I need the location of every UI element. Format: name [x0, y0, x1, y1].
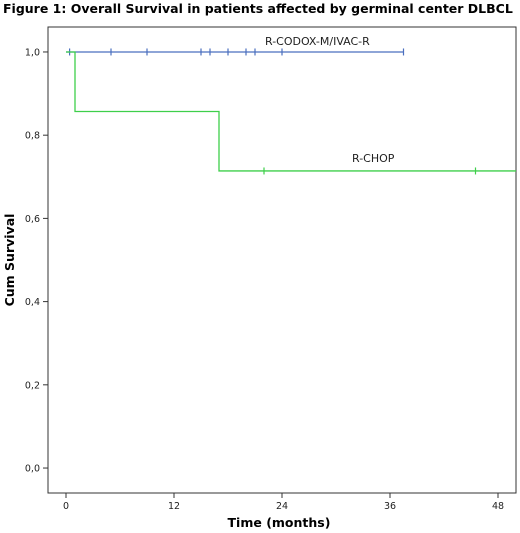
- x-tick-label: 48: [492, 501, 504, 512]
- series-layer: [66, 48, 516, 175]
- figure-title: Figure 1: Overall Survival in patients a…: [3, 1, 513, 16]
- y-tick-label: 0,8: [25, 131, 40, 142]
- y-tick-label: 0,6: [25, 214, 40, 225]
- x-tick-label: 24: [276, 501, 288, 512]
- series-label-r-chop: R-CHOP: [352, 152, 395, 165]
- x-tick-label: 12: [168, 501, 180, 512]
- y-tick-label: 1,0: [25, 47, 40, 58]
- y-axis-title: Cum Survival: [2, 214, 17, 307]
- series-line-1: [66, 51, 516, 172]
- x-axis: 0 12 24 36 48: [63, 493, 504, 512]
- x-tick-label: 36: [384, 501, 396, 512]
- x-tick-label: 0: [63, 501, 69, 512]
- x-axis-title: Time (months): [228, 515, 331, 530]
- plot-frame: [47, 26, 517, 494]
- y-axis: 0,0 0,2 0,4 0,6 0,8 1,0: [25, 47, 48, 475]
- y-tick-label: 0,0: [25, 464, 40, 475]
- y-tick-label: 0,2: [25, 380, 40, 391]
- y-tick-label: 0,4: [25, 297, 40, 308]
- series-label-r-codox: R-CODOX-M/IVAC-R: [265, 35, 370, 48]
